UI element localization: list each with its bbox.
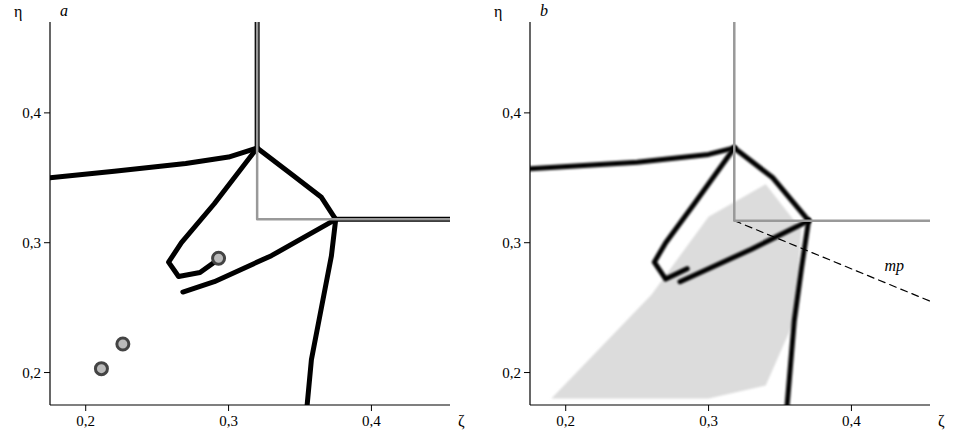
plot-area — [50, 22, 450, 405]
x-tick — [85, 405, 86, 411]
panel-letter: b — [540, 2, 548, 19]
shock-line — [183, 219, 336, 292]
y-tick-label: 0,3 — [22, 235, 41, 251]
shock-line — [257, 148, 336, 219]
y-tick-label: 0,3 — [502, 235, 521, 251]
shaded-region — [551, 184, 801, 398]
vortex — [117, 338, 129, 350]
panel: 0,2 0,3 0,4 0,2 0,3 0,4 η ζ b mp — [494, 2, 945, 430]
grey-line — [734, 22, 930, 221]
shock-line — [680, 221, 809, 282]
x-tick — [371, 405, 372, 411]
dashed-line — [734, 221, 930, 301]
y-tick — [524, 112, 530, 113]
plot-area — [530, 22, 930, 405]
y-tick — [44, 112, 50, 113]
x-tick-label: 0,4 — [842, 413, 861, 429]
vortex — [95, 363, 107, 375]
figure-svg: 0,2 0,3 0,4 0,2 0,3 0,4 η ζ a 0,2 0,3 0,4 0,2 0,3 0,4 η… — [0, 0, 957, 448]
y-tick-label: 0,2 — [502, 365, 521, 381]
figure: 0,2 0,3 0,4 0,2 0,3 0,4 η ζ a 0,2 0,3 0,4 0,2 0,3 0,4 η… — [0, 0, 957, 448]
annotation-bg — [883, 256, 907, 276]
y-tick — [44, 242, 50, 243]
x-axis — [530, 404, 930, 405]
y-tick — [524, 372, 530, 373]
x-axis-label: ζ — [938, 412, 945, 430]
vortex — [213, 252, 225, 264]
y-tick — [44, 372, 50, 373]
shock-line — [50, 148, 257, 178]
y-tick — [524, 242, 530, 243]
x-axis-label: ζ — [458, 412, 465, 430]
shock-line — [787, 221, 808, 405]
y-tick-label: 0,2 — [22, 365, 41, 381]
x-axis — [50, 404, 450, 405]
x-tick-label: 0,3 — [219, 413, 238, 429]
shock-line — [734, 148, 808, 221]
y-tick-label: 0,4 — [22, 105, 41, 121]
x-tick-label: 0,2 — [76, 413, 95, 429]
x-tick — [851, 405, 852, 411]
x-tick-label: 0,3 — [699, 413, 718, 429]
shock-line — [654, 148, 734, 279]
y-axis-label: η — [494, 3, 502, 21]
x-tick-label: 0,2 — [556, 413, 575, 429]
panel-letter: a — [60, 2, 68, 19]
shock-line — [307, 219, 336, 405]
y-axis — [49, 22, 50, 405]
y-axis — [529, 22, 530, 405]
x-tick-label: 0,4 — [362, 413, 381, 429]
shock-line — [169, 148, 258, 277]
grey-line — [257, 22, 450, 219]
shock-line — [530, 148, 734, 169]
x-tick — [228, 405, 229, 411]
y-tick-label: 0,4 — [502, 105, 521, 121]
annotation: mp — [885, 257, 905, 275]
y-axis-label: η — [14, 3, 22, 21]
x-tick — [565, 405, 566, 411]
x-tick — [708, 405, 709, 411]
panel: 0,2 0,3 0,4 0,2 0,3 0,4 η ζ a — [14, 2, 465, 430]
